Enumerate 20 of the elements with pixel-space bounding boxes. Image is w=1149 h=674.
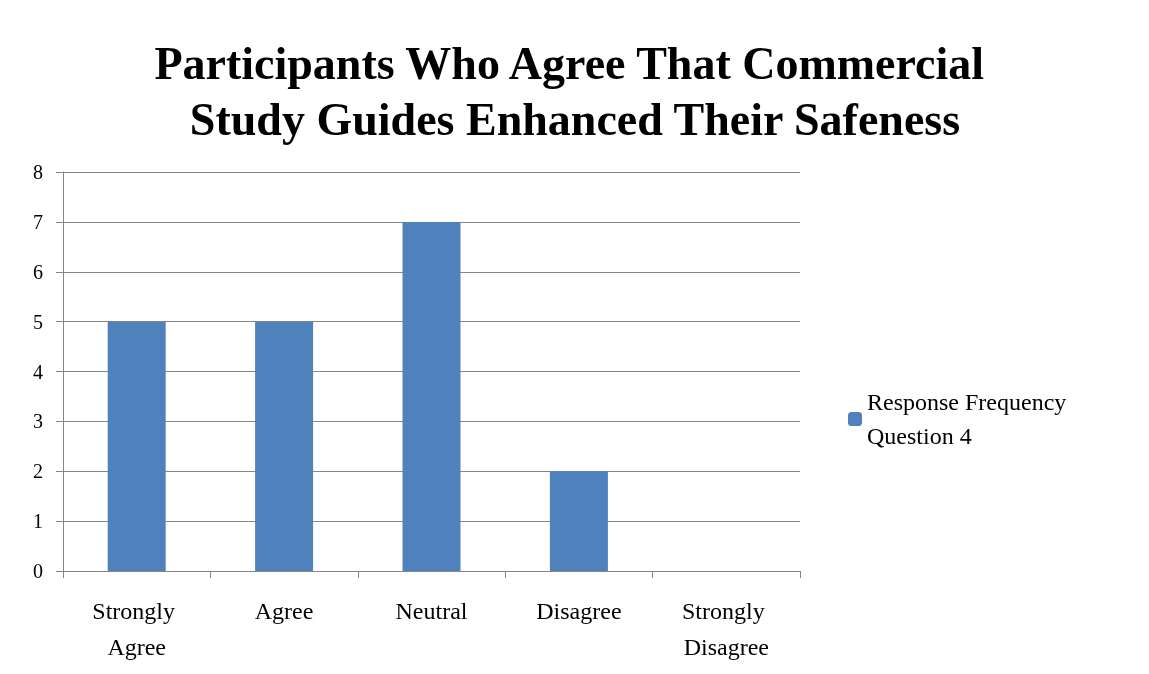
bar <box>107 321 166 571</box>
y-tick-label: 4 <box>33 360 43 383</box>
y-tick-label: 8 <box>33 161 43 183</box>
x-tick-label: Strongly Agree <box>92 598 182 660</box>
y-tick-label: 7 <box>33 210 43 233</box>
bar <box>255 321 314 571</box>
y-tick-label: 5 <box>33 310 43 333</box>
x-tick-label: Strongly Disagree <box>681 598 771 660</box>
y-tick-label: 6 <box>33 260 43 283</box>
x-tick-label: Agree <box>254 598 314 624</box>
y-tick-label: 1 <box>33 510 43 533</box>
bar <box>402 221 461 571</box>
legend-label: Response Frequency Question 4 <box>867 389 1073 449</box>
bar <box>549 471 608 571</box>
x-tick-label: Neutral <box>395 598 468 624</box>
y-tick-label: 0 <box>33 560 43 582</box>
y-tick-label: 3 <box>33 410 43 433</box>
chart-title: Participants Who Agree That Commercial Study Guides Enhanced Their Safeness <box>154 37 996 145</box>
x-tick-label: Disagree <box>536 598 622 624</box>
y-tick-label: 2 <box>33 460 43 483</box>
